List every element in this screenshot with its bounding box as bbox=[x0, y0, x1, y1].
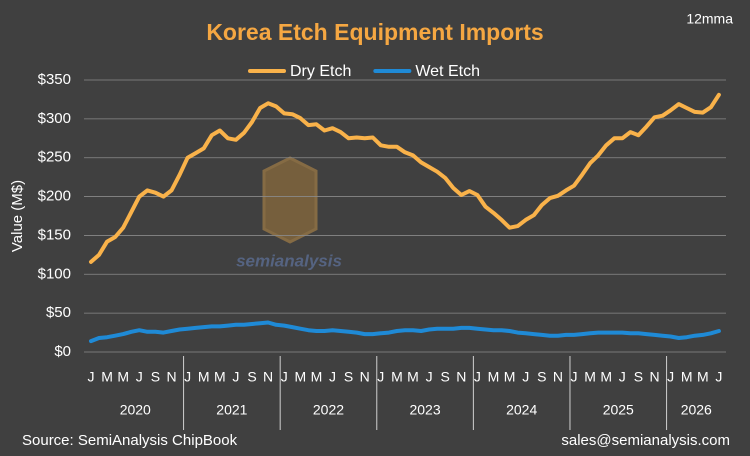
year-label: 2024 bbox=[506, 402, 537, 418]
subtitle: 12mma bbox=[686, 11, 733, 27]
x-tick-label: N bbox=[553, 369, 563, 385]
x-tick-label: N bbox=[360, 369, 370, 385]
x-tick-label: M bbox=[407, 369, 419, 385]
x-tick-label: M bbox=[681, 369, 693, 385]
x-tick-label: M bbox=[600, 369, 612, 385]
series-line bbox=[89, 92, 721, 264]
x-tick-label: N bbox=[649, 369, 659, 385]
x-tick-label: J bbox=[571, 369, 578, 385]
x-tick-label: S bbox=[344, 369, 353, 385]
x-tick-label: J bbox=[522, 369, 529, 385]
x-tick-label: J bbox=[377, 369, 384, 385]
x-tick-label: M bbox=[504, 369, 516, 385]
x-tick-label: M bbox=[391, 369, 403, 385]
x-tick-label: M bbox=[488, 369, 500, 385]
x-tick-label: N bbox=[456, 369, 466, 385]
contact: sales@semianalysis.com bbox=[561, 432, 730, 449]
x-tick-label: S bbox=[634, 369, 643, 385]
x-tick-label: M bbox=[584, 369, 596, 385]
y-tick-label: $0 bbox=[54, 343, 71, 360]
y-tick-label: $200 bbox=[38, 188, 71, 205]
x-tick-label: J bbox=[232, 369, 239, 385]
x-tick-label: M bbox=[294, 369, 306, 385]
year-label: 2025 bbox=[603, 402, 634, 418]
y-tick-label: $300 bbox=[38, 110, 71, 127]
x-tick-label: J bbox=[281, 369, 288, 385]
x-tick-label: J bbox=[715, 369, 722, 385]
x-tick-label: S bbox=[247, 369, 256, 385]
year-label: 2021 bbox=[216, 402, 247, 418]
y-axis-label: Value (M$) bbox=[9, 180, 26, 252]
x-tick-label: M bbox=[214, 369, 226, 385]
y-tick-label: $100 bbox=[38, 265, 71, 282]
x-tick-label: M bbox=[101, 369, 113, 385]
series-line bbox=[89, 320, 721, 344]
source: Source: SemiAnalysis ChipBook bbox=[22, 432, 238, 449]
x-tick-label: J bbox=[136, 369, 143, 385]
x-tick-label: J bbox=[426, 369, 433, 385]
year-label: 2023 bbox=[409, 402, 440, 418]
y-tick-label: $250 bbox=[38, 149, 71, 166]
year-label: 2026 bbox=[681, 402, 712, 418]
watermark-text: semianalysis bbox=[236, 251, 342, 270]
x-tick-label: J bbox=[619, 369, 626, 385]
x-tick-label: S bbox=[441, 369, 450, 385]
x-tick-label: N bbox=[263, 369, 273, 385]
y-tick-label: $350 bbox=[38, 71, 71, 88]
year-label: 2022 bbox=[313, 402, 344, 418]
chart-title: Korea Etch Equipment Imports bbox=[206, 19, 543, 45]
legend-label: Wet Etch bbox=[415, 63, 480, 80]
y-tick-label: $150 bbox=[38, 226, 71, 243]
watermark-logo: semianalysis bbox=[236, 156, 342, 270]
x-tick-label: J bbox=[474, 369, 481, 385]
x-tick-label: S bbox=[151, 369, 160, 385]
x-tick-label: J bbox=[88, 369, 95, 385]
x-tick-label: M bbox=[198, 369, 210, 385]
x-tick-label: S bbox=[537, 369, 546, 385]
legend-label: Dry Etch bbox=[290, 63, 351, 80]
year-label: 2020 bbox=[120, 402, 151, 418]
y-tick-label: $50 bbox=[46, 304, 71, 321]
x-tick-label: M bbox=[117, 369, 129, 385]
x-tick-label: J bbox=[329, 369, 336, 385]
x-tick-label: J bbox=[184, 369, 191, 385]
x-tick-label: M bbox=[311, 369, 323, 385]
x-tick-label: M bbox=[697, 369, 709, 385]
x-tick-label: J bbox=[667, 369, 674, 385]
x-tick-label: N bbox=[166, 369, 176, 385]
